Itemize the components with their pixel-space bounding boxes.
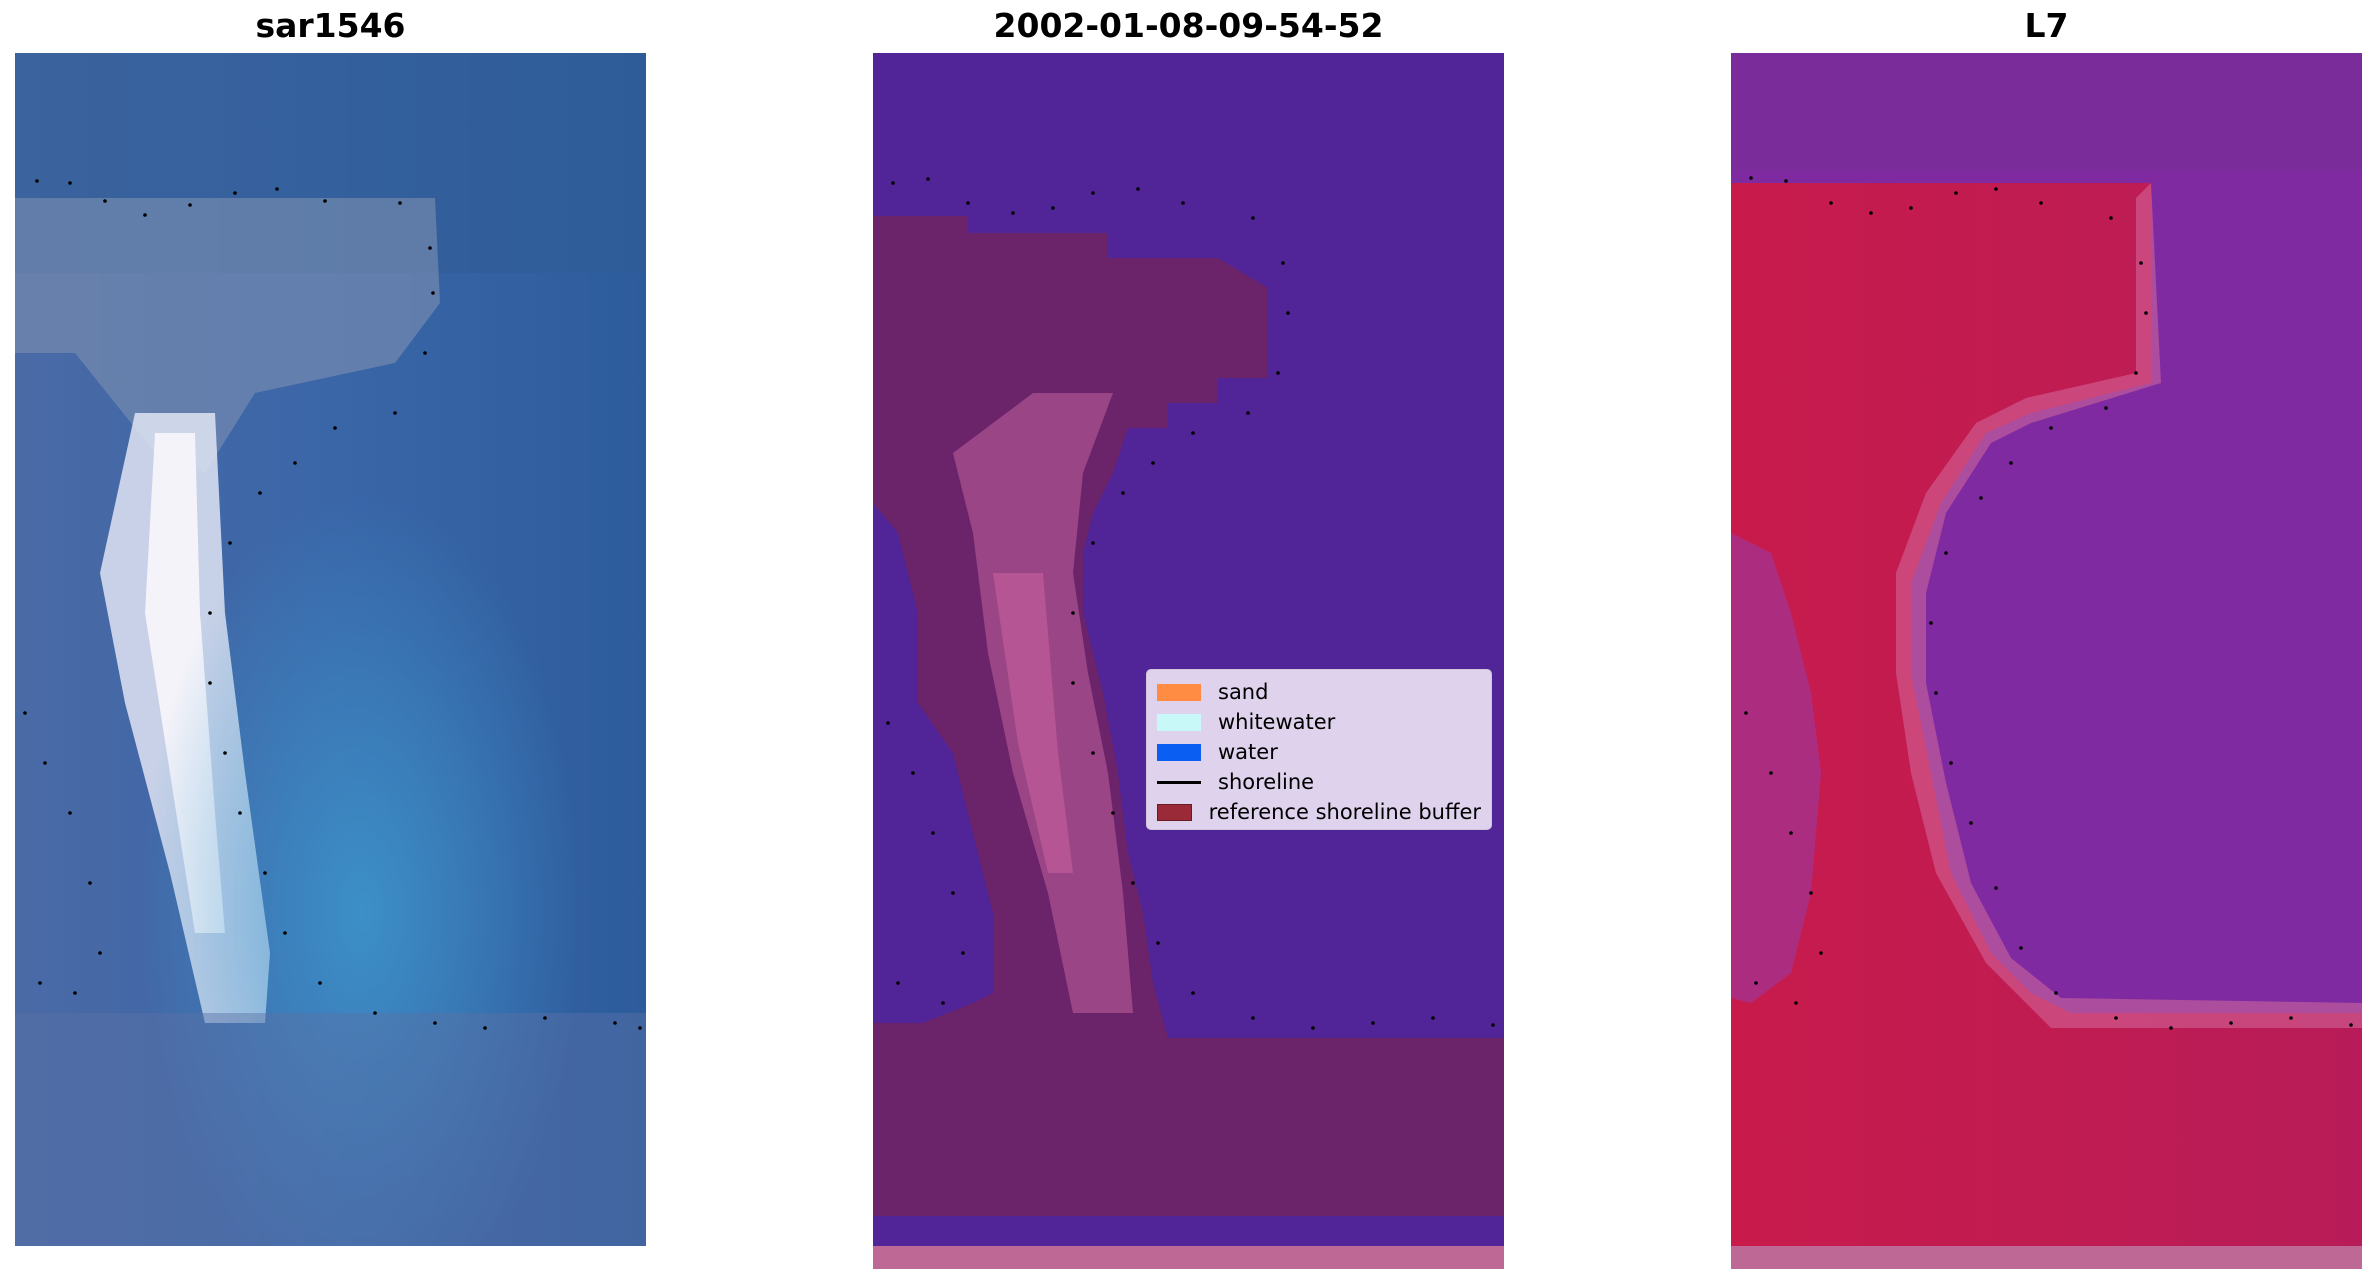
panel-title-index: L7: [2024, 6, 2069, 45]
legend-label-reference-buffer: reference shoreline buffer: [1208, 800, 1481, 824]
legend-label-whitewater: whitewater: [1218, 710, 1336, 734]
classified-image-panel: [873, 53, 1504, 1269]
water-swatch: [1157, 743, 1201, 761]
shoreline-line-swatch: [1157, 780, 1201, 784]
legend: sand whitewater water shoreline referenc…: [1146, 669, 1492, 830]
legend-item-whitewater: whitewater: [1157, 707, 1481, 737]
legend-label-sand: sand: [1218, 680, 1269, 704]
whitewater-swatch: [1157, 713, 1201, 731]
index-image: [1731, 53, 2362, 1269]
reference-buffer-swatch: [1157, 803, 1192, 821]
rgb-image: [15, 53, 646, 1246]
rgb-image-panel: [15, 53, 646, 1246]
legend-item-shoreline: shoreline: [1157, 767, 1481, 797]
classified-image: [873, 53, 1504, 1269]
sand-swatch: [1157, 683, 1201, 701]
legend-label-water: water: [1218, 740, 1278, 764]
legend-item-sand: sand: [1157, 677, 1481, 707]
panel-title-rgb: sar1546: [255, 6, 406, 45]
panel-title-date: 2002-01-08-09-54-52: [993, 6, 1384, 45]
legend-label-shoreline: shoreline: [1218, 770, 1315, 794]
index-image-panel: [1731, 53, 2362, 1269]
legend-item-reference-buffer: reference shoreline buffer: [1157, 797, 1481, 827]
legend-item-water: water: [1157, 737, 1481, 767]
